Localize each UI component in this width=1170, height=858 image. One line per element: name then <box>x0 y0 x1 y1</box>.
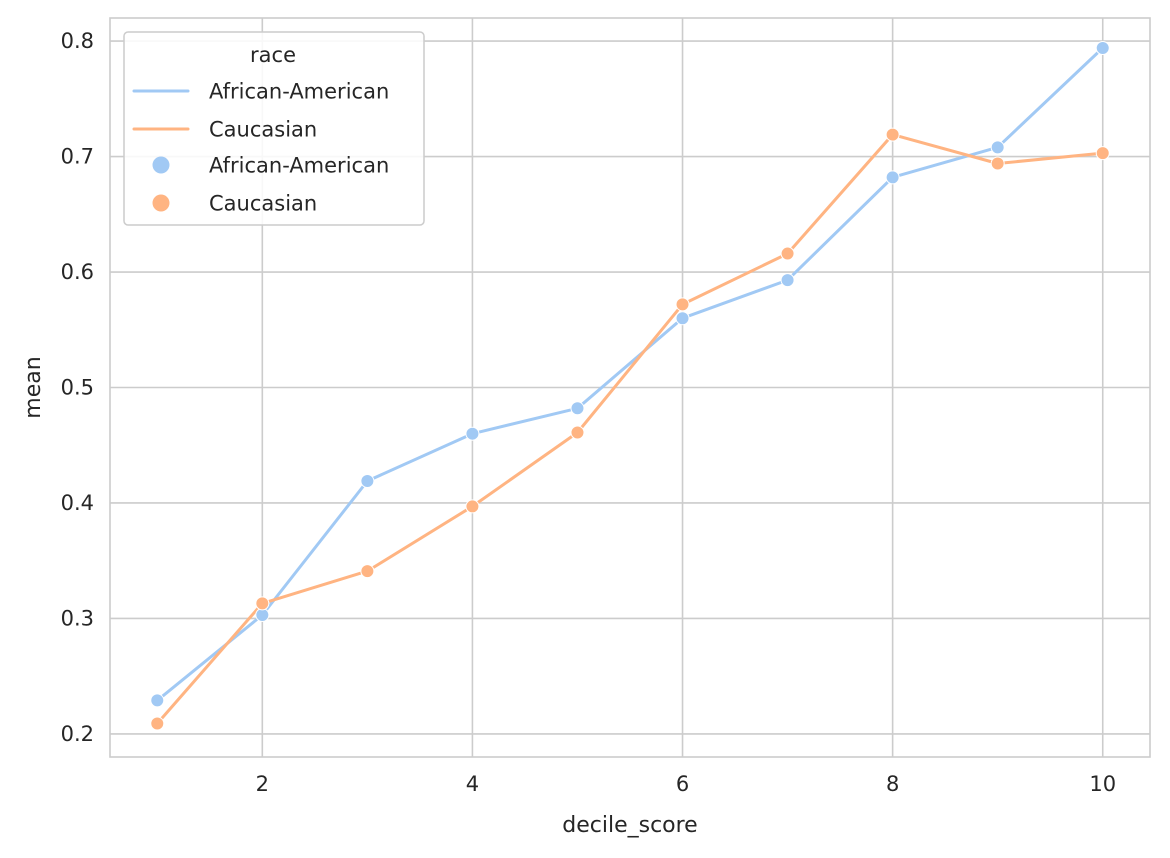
data-point-african-american <box>360 474 375 489</box>
legend-dot-marker <box>152 156 170 174</box>
data-point-african-american <box>465 426 480 441</box>
data-point-african-american <box>990 140 1005 155</box>
data-point-caucasian <box>990 156 1005 171</box>
tick-labels: 2 4 6 8 10 0.2 0.3 0.4 0.5 0.6 0.7 0.8 <box>61 29 1117 796</box>
data-point-caucasian <box>780 246 795 261</box>
data-point-caucasian <box>150 716 165 731</box>
data-point-african-american <box>885 170 900 185</box>
series-line-african-american <box>155 46 1105 702</box>
x-tick-label: 6 <box>676 772 689 796</box>
legend: race African-AmericanCaucasianAfrican-Am… <box>123 31 425 226</box>
plot-frame <box>109 17 1151 758</box>
y-axis-label: mean <box>21 356 46 418</box>
data-point-african-american <box>1095 41 1110 56</box>
legend-box <box>123 31 425 226</box>
data-point-caucasian <box>570 425 585 440</box>
series-line-caucasian <box>155 133 1105 725</box>
legend-label: African-American <box>209 80 389 104</box>
legend-entries: African-American Caucasian African-America… <box>132 80 389 216</box>
data-point-caucasian <box>465 499 480 514</box>
x-axis-label: decile_score <box>562 813 697 838</box>
data-point-african-american <box>570 401 585 416</box>
y-tick-label: 0.6 <box>61 260 94 284</box>
legend-dot-marker <box>152 194 170 212</box>
series <box>150 41 1110 731</box>
y-tick-label: 0.2 <box>61 722 94 746</box>
x-tick-label: 4 <box>466 772 479 796</box>
legend-label: African-American <box>209 154 389 178</box>
y-tick-label: 0.8 <box>61 29 94 53</box>
legend-title: race <box>250 43 296 67</box>
data-point-caucasian <box>1095 146 1110 161</box>
data-point-african-american <box>150 693 165 708</box>
y-tick-label: 0.4 <box>61 491 94 515</box>
x-tick-label: 2 <box>256 772 269 796</box>
x-tick-label: 8 <box>886 772 899 796</box>
data-point-caucasian <box>885 127 900 142</box>
data-point-african-american <box>675 311 690 326</box>
data-point-caucasian <box>675 297 690 312</box>
legend-label: Caucasian <box>209 192 317 216</box>
data-point-african-american <box>780 273 795 288</box>
data-point-caucasian <box>360 564 375 579</box>
y-tick-label: 0.3 <box>61 606 94 630</box>
legend-label: Caucasian <box>209 118 317 142</box>
data-point-caucasian <box>255 596 270 611</box>
y-tick-label: 0.5 <box>61 376 94 400</box>
y-tick-label: 0.7 <box>61 145 94 169</box>
x-tick-label: 10 <box>1089 772 1116 796</box>
